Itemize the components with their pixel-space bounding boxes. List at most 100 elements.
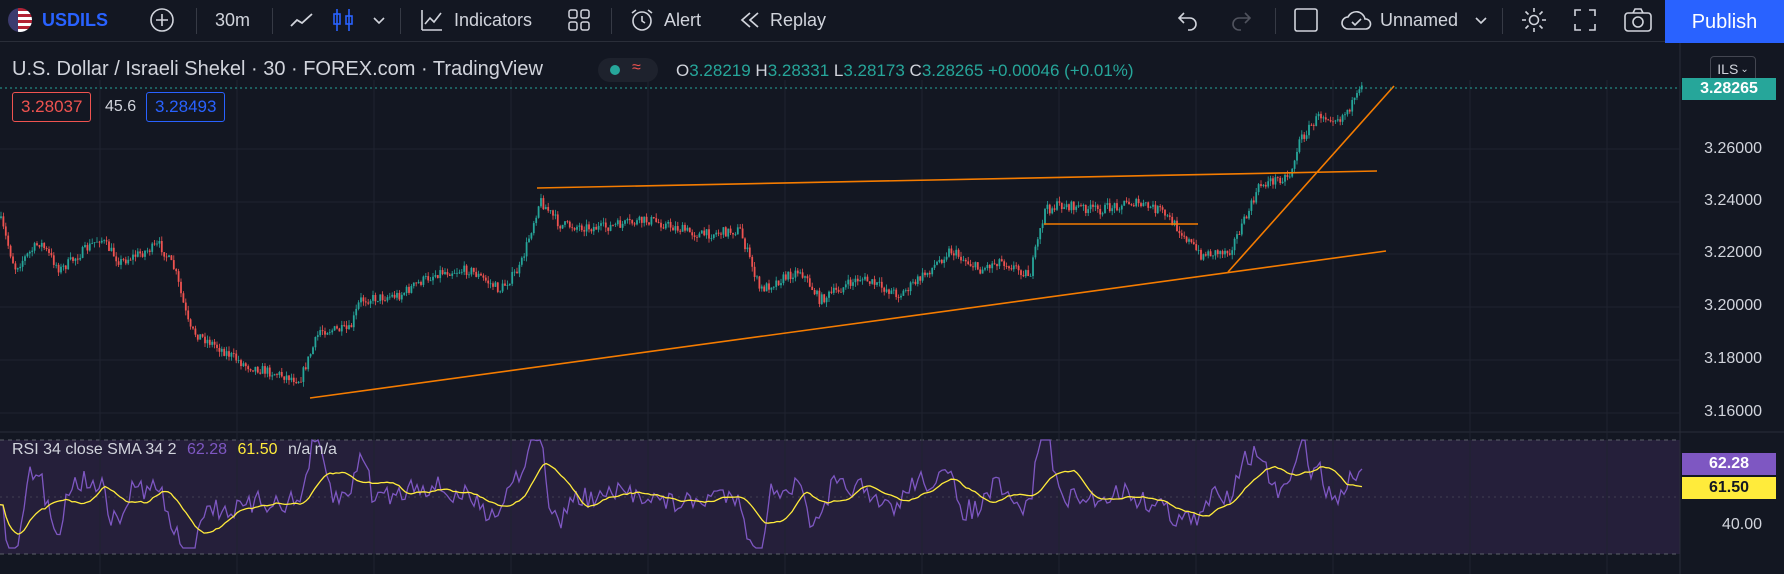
candle-body [360, 297, 362, 303]
candle-body [568, 221, 571, 228]
candle-body [566, 221, 569, 223]
alarm-clock-icon [631, 9, 653, 31]
candle-body [1327, 119, 1330, 121]
rewind-icon [740, 12, 759, 28]
candle-body [482, 275, 485, 278]
candle-body [624, 220, 626, 224]
candle-body [62, 265, 65, 267]
candle-body [883, 287, 886, 292]
candle-body [960, 256, 962, 261]
redo-button[interactable] [1228, 0, 1254, 40]
candle-body [948, 248, 950, 257]
candle-body [1238, 234, 1241, 235]
candle-body [434, 275, 437, 277]
candle-body [1315, 116, 1318, 126]
candle-body [1274, 177, 1277, 185]
candle-body [950, 248, 953, 254]
fullscreen-layout-button[interactable] [1293, 0, 1319, 40]
candle-body [1293, 160, 1296, 169]
candle-body [1168, 215, 1171, 217]
candle-body [979, 269, 982, 274]
candle-body [1305, 135, 1308, 139]
candle-body [453, 272, 456, 274]
market-status-pill[interactable]: ≈ [598, 58, 658, 82]
layout-menu-dropdown[interactable] [1472, 0, 1490, 40]
candle-body [348, 325, 350, 330]
sell-price-button[interactable]: 3.28037 [12, 92, 92, 122]
replay-button[interactable]: Replay [738, 0, 826, 40]
candle-body [96, 241, 98, 243]
candle-body [324, 331, 326, 335]
high-key: H [755, 61, 768, 80]
save-layout-button[interactable]: Unnamed [1340, 0, 1458, 40]
candles-style-button[interactable] [330, 0, 356, 40]
line-chart-style-button[interactable] [288, 0, 316, 40]
candle-body [852, 282, 854, 286]
chart-style-dropdown[interactable] [370, 0, 388, 40]
candle-body [1180, 233, 1183, 236]
symbol-legend-title[interactable]: U.S. Dollar / Israeli Shekel · 30 · FORE… [12, 58, 543, 80]
candle-body [756, 276, 758, 278]
templates-button[interactable] [566, 0, 592, 40]
candle-body [367, 302, 370, 304]
candle-body [1082, 204, 1085, 207]
candle-body [672, 227, 674, 231]
fullscreen-button[interactable] [1573, 0, 1597, 40]
candle-body [684, 224, 686, 231]
price-axis-label: 3.24000 [1704, 192, 1762, 209]
candle-body [1243, 216, 1246, 224]
currency-selector[interactable]: ILS ⌄ [1710, 56, 1756, 82]
candle-body [1041, 223, 1044, 229]
candle-body [962, 259, 965, 261]
undo-button[interactable] [1175, 0, 1201, 40]
candle-body [1032, 257, 1034, 277]
candle-body [4, 226, 7, 236]
candle-body [888, 289, 890, 294]
candle-body [909, 282, 912, 292]
candle-body [794, 270, 797, 278]
interval-button[interactable]: 30m [215, 0, 250, 40]
candle-body [218, 347, 221, 352]
candle-body [844, 284, 847, 288]
candle-body [319, 330, 322, 336]
candle-body [84, 245, 86, 248]
buy-price-button[interactable]: 3.28493 [146, 92, 226, 122]
candle-body [1010, 268, 1013, 270]
candle-body [1089, 204, 1092, 210]
settings-button[interactable] [1520, 0, 1548, 40]
candle-body [189, 319, 192, 327]
indicators-button[interactable]: Indicators [418, 0, 532, 40]
candle-body [232, 353, 235, 354]
candle-body [328, 332, 331, 334]
candle-body [708, 229, 710, 239]
snapshot-button[interactable] [1623, 0, 1653, 40]
candle-body [1267, 181, 1270, 187]
candle-body [530, 233, 533, 239]
candle-body [223, 348, 226, 356]
candle-body [64, 265, 67, 270]
candle-body [674, 226, 677, 231]
chart-canvas[interactable] [0, 43, 1784, 574]
candle-body [712, 234, 715, 239]
candle-body [669, 221, 672, 228]
add-symbol-button[interactable] [148, 0, 176, 40]
alert-button[interactable]: Alert [628, 0, 701, 40]
candle-body [1281, 181, 1284, 184]
candle-body [201, 334, 204, 337]
publish-button[interactable]: Publish [1665, 0, 1784, 44]
candle-body [216, 344, 218, 348]
candle-body [338, 328, 341, 332]
candle-body [1034, 246, 1037, 258]
candle-body [571, 227, 574, 229]
candle-body [422, 276, 425, 285]
rsi-legend[interactable]: RSI 34 close SMA 34 2 62.28 61.50 n/a n/… [12, 441, 337, 459]
candle-body [583, 230, 586, 232]
candle-body [276, 374, 278, 376]
candle-body [115, 256, 118, 262]
candle-body [667, 221, 670, 224]
candle-body [1332, 121, 1334, 123]
symbol-search-button[interactable]: USDILS [8, 0, 108, 40]
candle-body [499, 291, 502, 293]
candle-body [751, 256, 754, 267]
candle-body [602, 222, 605, 224]
